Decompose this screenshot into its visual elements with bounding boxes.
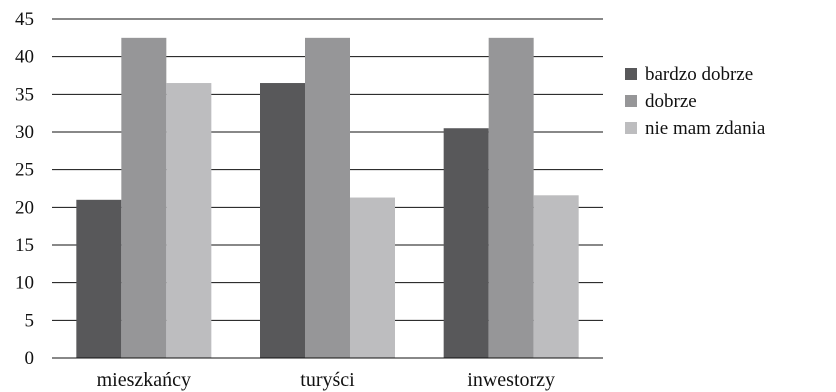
legend-label: bardzo dobrze — [645, 64, 753, 85]
y-tick-label: 40 — [15, 47, 34, 68]
y-tick-label: 10 — [15, 273, 34, 294]
y-tick-label: 35 — [15, 84, 34, 105]
bar — [488, 37, 534, 358]
y-tick-label: 15 — [15, 235, 34, 256]
bar — [350, 197, 395, 358]
bar — [76, 199, 122, 358]
y-axis: 0 5 10 15 20 25 30 35 40 45 — [15, 9, 34, 369]
y-tick-label: 30 — [15, 122, 34, 143]
legend-swatch — [625, 122, 637, 134]
legend-label: nie mam zdania — [645, 118, 766, 139]
y-tick-label: 45 — [15, 9, 34, 30]
x-category-label: turyści — [300, 369, 355, 391]
bar — [305, 37, 350, 358]
bar — [166, 83, 212, 359]
y-tick-label: 5 — [25, 310, 35, 331]
x-category-label: inwestorzy — [467, 369, 555, 391]
bar — [260, 83, 305, 359]
bars: mieszkańcy turyści inwestorzy — [76, 37, 579, 391]
y-tick-label: 0 — [25, 348, 35, 369]
legend: bardzo dobrze dobrze nie mam zdania — [625, 64, 766, 139]
x-category-label: mieszkańcy — [97, 369, 191, 391]
bar — [533, 195, 579, 358]
y-tick-label: 25 — [15, 160, 34, 181]
legend-label: dobrze — [645, 91, 697, 112]
bar — [121, 37, 167, 358]
legend-swatch — [625, 68, 637, 80]
y-tick-label: 20 — [15, 197, 34, 218]
bar — [443, 128, 489, 358]
legend-swatch — [625, 95, 637, 107]
